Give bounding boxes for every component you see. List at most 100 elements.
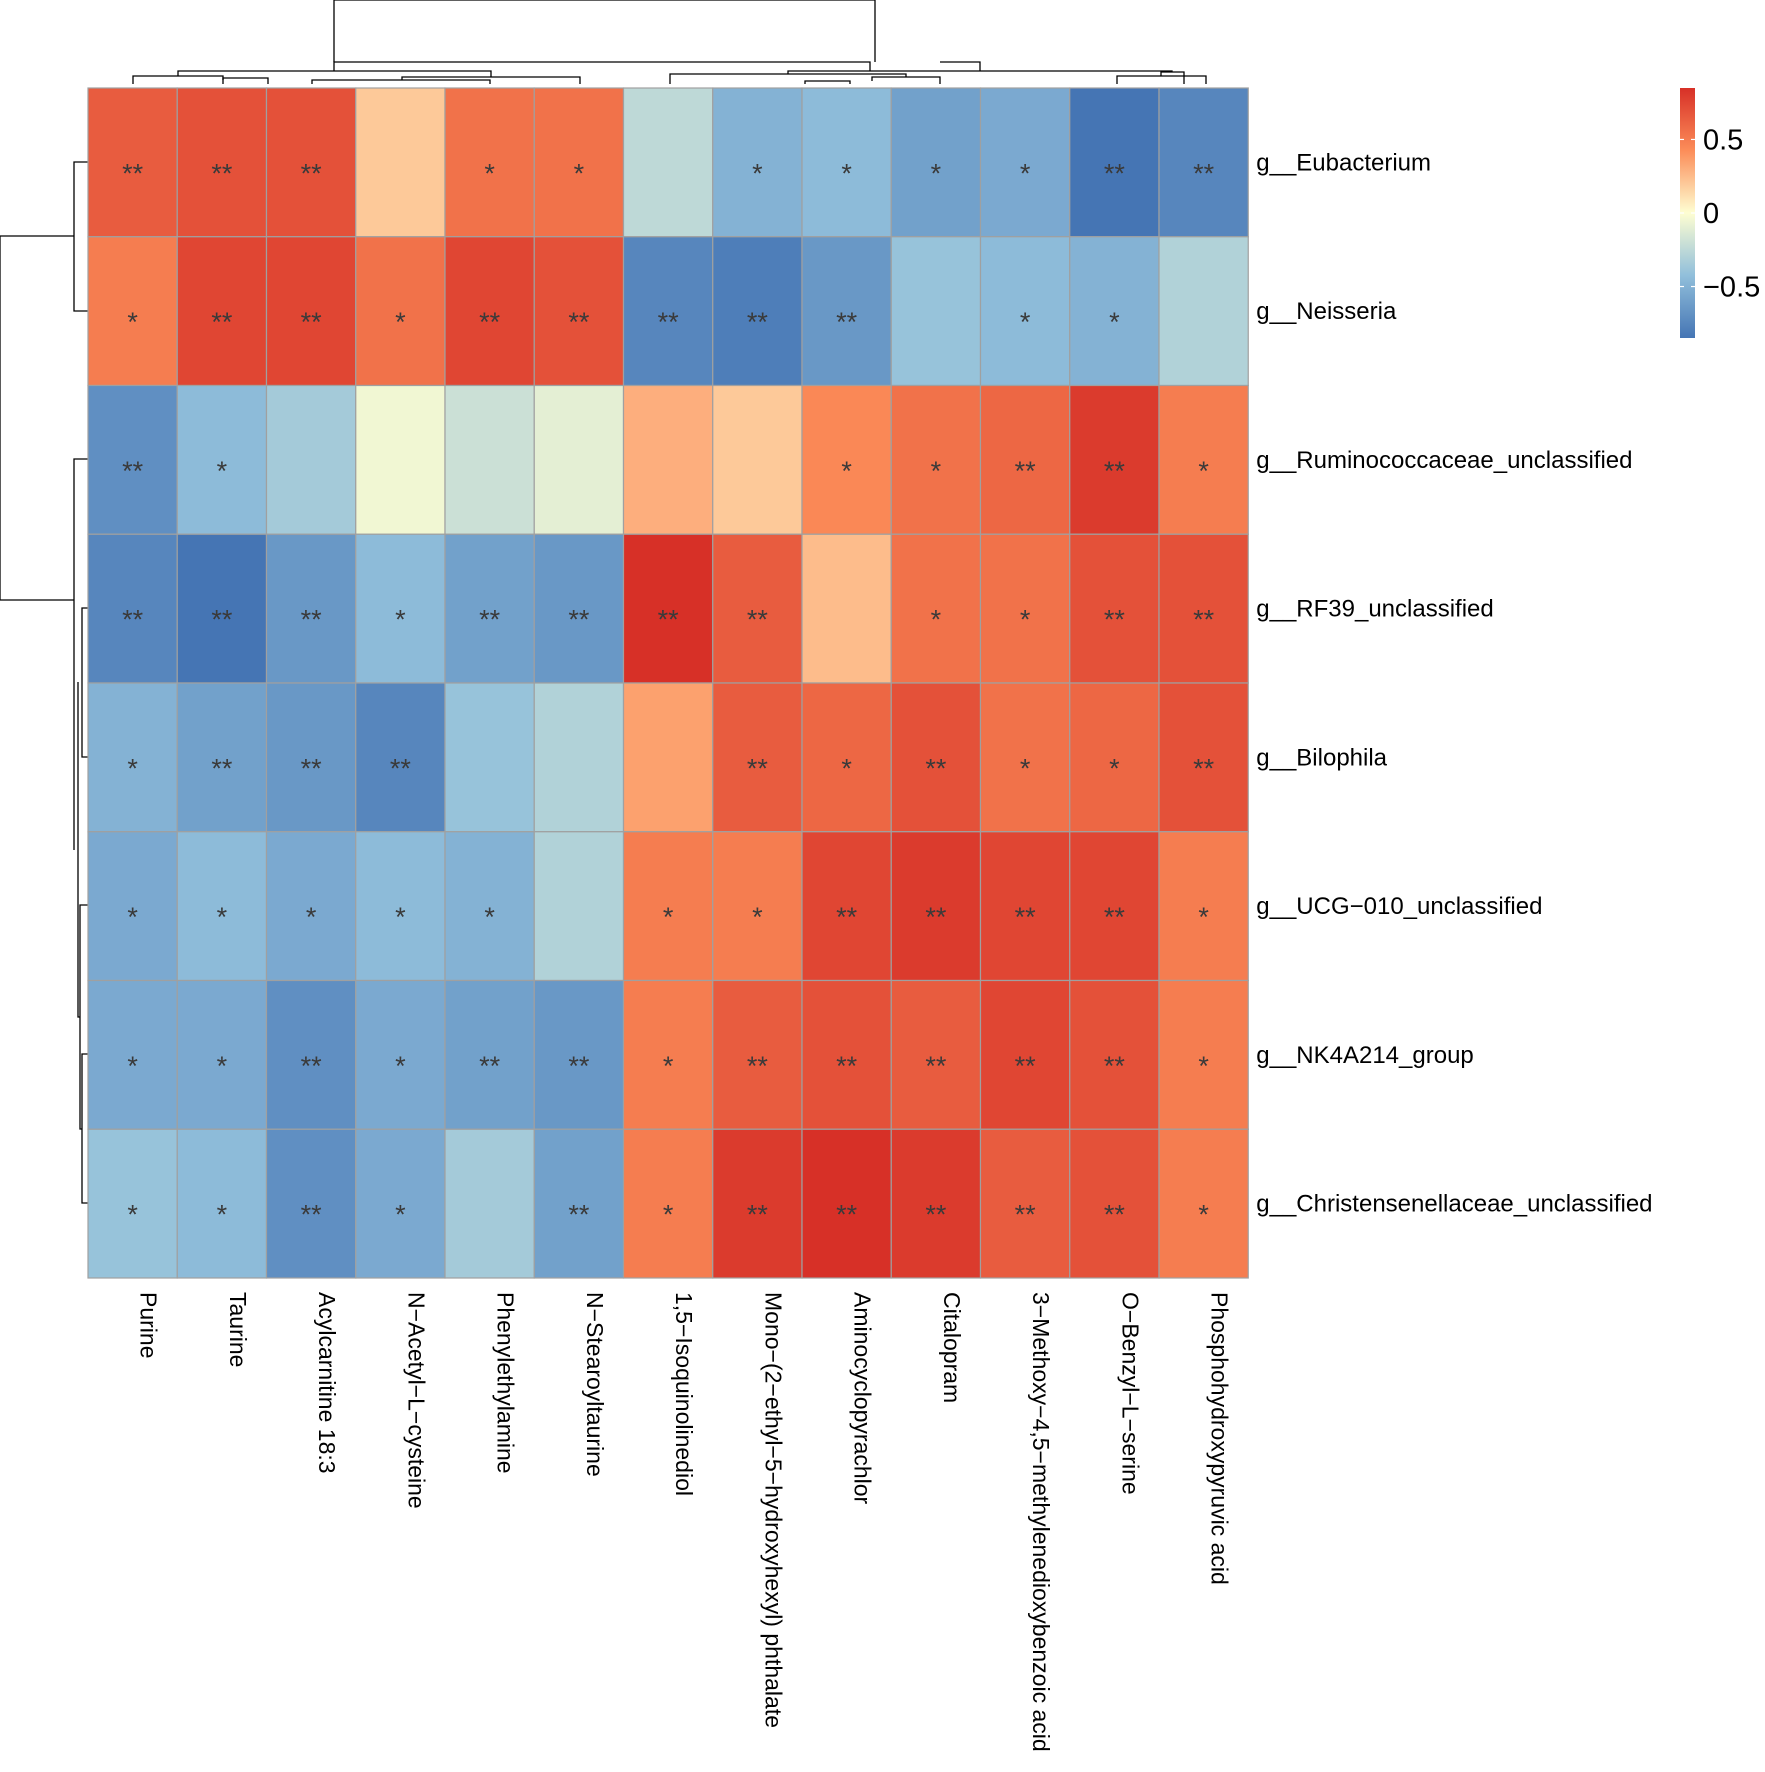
row-label: g__Ruminococcaceae_unclassified: [1256, 447, 1632, 474]
column-label: 3−Methoxy−4,5−methylenedioxybenzoic acid: [1028, 1292, 1054, 1752]
significance-marker: **: [301, 605, 323, 635]
significance-marker: **: [301, 307, 323, 337]
significance-marker: **: [1104, 902, 1126, 932]
heatmap-cell: [265, 979, 357, 1130]
heatmap-cell: [1069, 533, 1160, 684]
significance-marker: **: [122, 456, 144, 486]
column-label: Taurine: [225, 1292, 251, 1367]
heatmap-cell: [265, 831, 357, 982]
row-label: g__UCG−010_unclassified: [1256, 893, 1542, 920]
significance-marker: **: [658, 307, 680, 337]
column-label: N−Acetyl−L−cysteine: [403, 1292, 429, 1509]
heatmap-cell: [176, 831, 268, 982]
heatmap-cell: [355, 979, 446, 1130]
heatmap-cell: [265, 236, 357, 387]
row-label: g__RF39_unclassified: [1256, 596, 1493, 623]
heatmap-cell: [622, 236, 714, 387]
significance-marker: **: [390, 753, 412, 783]
heatmap-cell: [87, 87, 178, 238]
heatmap-cell: [1158, 236, 1249, 387]
heatmap-cell: [801, 831, 892, 982]
heatmap-cell: [801, 979, 892, 1130]
heatmap-cell: [444, 979, 535, 1130]
heatmap-cell: [1158, 979, 1249, 1130]
significance-marker: **: [568, 307, 590, 337]
significance-marker: *: [1020, 307, 1031, 337]
column-label: Citalopram: [939, 1292, 965, 1403]
significance-marker: **: [1015, 1051, 1037, 1081]
heatmap-cell: [265, 87, 357, 238]
heatmap-cell: [533, 236, 625, 387]
significance-marker: **: [1193, 753, 1215, 783]
legend-tick-label: 0.5: [1703, 124, 1743, 156]
heatmap-cell: [712, 682, 803, 833]
heatmap-cell: [1069, 682, 1160, 833]
heatmap-cell: [979, 384, 1071, 535]
significance-marker: *: [217, 1200, 228, 1230]
heatmap-cell: [979, 979, 1071, 1130]
heatmap-cell: [444, 87, 535, 238]
heatmap-cells: [87, 87, 1249, 1279]
significance-marker: **: [747, 1200, 769, 1230]
significance-marker: *: [841, 456, 852, 486]
significance-marker: *: [217, 902, 228, 932]
significance-marker: *: [1198, 1200, 1209, 1230]
significance-markers: ** ** ** * * * * * * ** *** ** ** * ** ** ** ** ** * *** * * * *…: [122, 158, 1215, 1229]
significance-marker: **: [747, 605, 769, 635]
significance-marker: *: [484, 902, 495, 932]
significance-marker: *: [1109, 307, 1120, 337]
significance-marker: **: [122, 158, 144, 188]
heatmap-cell: [890, 87, 982, 238]
significance-marker: *: [395, 1200, 406, 1230]
heatmap-cell: [176, 533, 268, 684]
significance-marker: *: [217, 456, 228, 486]
heatmap-cell: [444, 831, 535, 982]
significance-marker: **: [1193, 605, 1215, 635]
significance-marker: *: [752, 158, 763, 188]
significance-marker: *: [127, 1051, 138, 1081]
heatmap-cell: [622, 1128, 714, 1279]
column-label: Phosphohydroxypyruvic acid: [1207, 1292, 1233, 1585]
significance-marker: **: [1104, 456, 1126, 486]
significance-marker: **: [925, 1051, 947, 1081]
heatmap-cell: [979, 236, 1071, 387]
heatmap-cell: [533, 979, 625, 1130]
significance-marker: **: [747, 307, 769, 337]
heatmap-cell: [533, 533, 625, 684]
column-label: Acylcarnitine 18:3: [314, 1292, 340, 1474]
heatmap-cell: [87, 236, 178, 387]
significance-marker: *: [127, 307, 138, 337]
significance-marker: **: [1104, 1200, 1126, 1230]
significance-marker: *: [395, 902, 406, 932]
significance-marker: *: [1198, 1051, 1209, 1081]
heatmap-cell: [1069, 1128, 1160, 1279]
heatmap-cell: [355, 682, 446, 833]
heatmap-cell: [444, 236, 535, 387]
significance-marker: **: [568, 1051, 590, 1081]
significance-marker: **: [211, 158, 233, 188]
color-legend: 0.5 0 −0.5: [1680, 88, 1760, 338]
heatmap-cell: [801, 384, 892, 535]
significance-marker: **: [1015, 1200, 1037, 1230]
significance-marker: **: [211, 605, 233, 635]
significance-marker: *: [127, 753, 138, 783]
significance-marker: **: [658, 605, 680, 635]
heatmap-cell: [890, 979, 982, 1130]
legend-color-bar: [1680, 88, 1695, 338]
heatmap-cell: [712, 533, 803, 684]
heatmap-cell: [712, 1128, 803, 1279]
heatmap-cell: [801, 533, 892, 684]
significance-marker: *: [841, 753, 852, 783]
row-label: g__Christensenellaceae_unclassified: [1256, 1191, 1652, 1218]
significance-marker: **: [479, 307, 501, 337]
column-labels: Purine Taurine Acylcarnitine 18:3 N−Acetyl−…: [136, 1292, 1233, 1752]
significance-marker: *: [663, 1200, 674, 1230]
significance-marker: *: [395, 605, 406, 635]
significance-marker: **: [1104, 605, 1126, 635]
significance-marker: **: [925, 1200, 947, 1230]
significance-marker: **: [1193, 158, 1215, 188]
significance-marker: *: [395, 307, 406, 337]
legend-tick-label: 0: [1703, 198, 1719, 230]
significance-marker: *: [931, 605, 942, 635]
